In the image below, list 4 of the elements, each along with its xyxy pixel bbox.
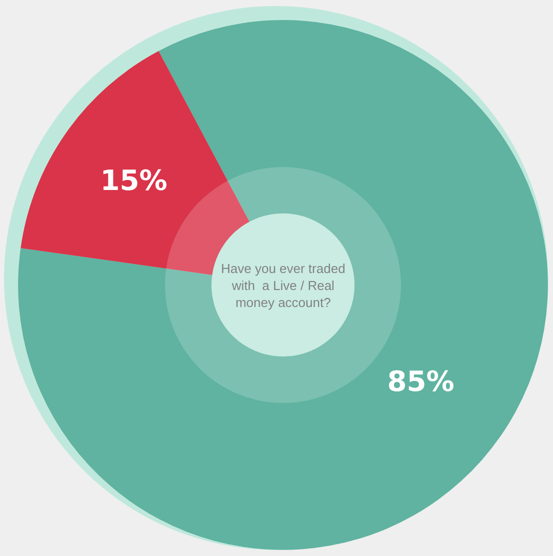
data-label: 85%	[387, 364, 454, 398]
data-label: 15%	[100, 164, 168, 197]
text: Have you ever traded with a Live / Real money account?	[221, 261, 346, 310]
donut-slice	[20, 51, 250, 275]
